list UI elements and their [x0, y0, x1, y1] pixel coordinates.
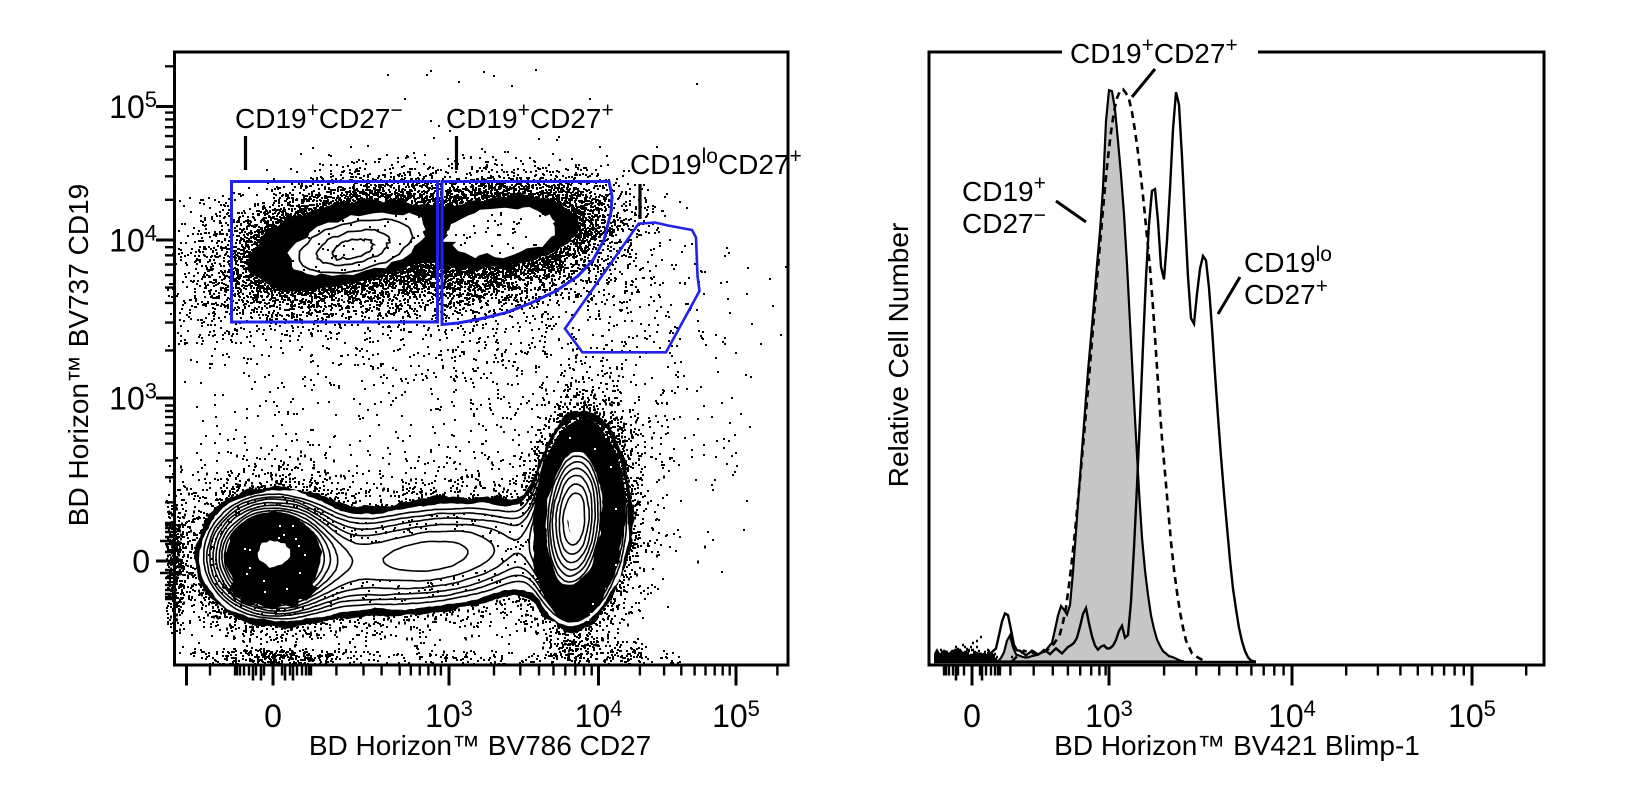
svg-text:Relative Cell Number: Relative Cell Number: [883, 223, 914, 488]
svg-text:CD19+: CD19+: [962, 172, 1046, 207]
svg-text:BD Horizon™ BV786 CD27: BD Horizon™ BV786 CD27: [309, 730, 651, 761]
svg-text:CD27−: CD27−: [962, 204, 1046, 239]
svg-text:0: 0: [264, 698, 282, 734]
svg-text:BD Horizon™ BV421 Blimp-1: BD Horizon™ BV421 Blimp-1: [1054, 730, 1420, 761]
svg-text:CD27+: CD27+: [1244, 275, 1328, 310]
svg-text:0: 0: [132, 544, 150, 580]
svg-text:BD Horizon™ BV737 CD19: BD Horizon™ BV737 CD19: [63, 184, 94, 526]
svg-text:CD19+CD27+: CD19+CD27+: [1070, 34, 1238, 69]
svg-text:0: 0: [963, 698, 981, 734]
svg-text:CD19+CD27−: CD19+CD27−: [235, 99, 403, 134]
svg-text:CD19+CD27+: CD19+CD27+: [446, 99, 614, 134]
svg-text:CD19loCD27+: CD19loCD27+: [630, 145, 802, 180]
